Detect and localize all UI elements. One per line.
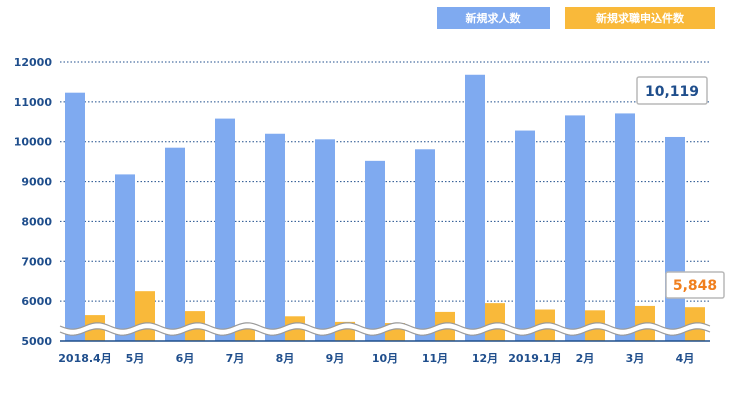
y-tick-label: 7000: [21, 255, 52, 268]
callout-applications-value: 5,848: [673, 278, 717, 294]
axis-break-line: [59, 322, 711, 330]
bar-new-openings: [365, 160, 385, 341]
x-tick-label: 12月: [472, 352, 498, 365]
y-tick-label: 8000: [21, 215, 52, 228]
bar-new-openings: [265, 133, 285, 341]
axis-break-marks: [59, 322, 711, 336]
callout-applications: 5,848: [665, 271, 725, 299]
x-axis: 2018.4月 5月 6月 7月 8月 9月 10月 11月 12月 2019.1月 2月 3月 4月: [58, 352, 694, 365]
y-tick-label: 9000: [21, 176, 52, 189]
callout-openings-value: 10,119: [645, 84, 699, 100]
bar-new-openings: [565, 115, 585, 341]
legend-label-new-applications: 新規求職申込件数: [596, 11, 685, 25]
legend-label-new-openings: 新規求人数: [466, 11, 522, 25]
bar-new-openings: [215, 118, 235, 342]
bar-new-applications: [485, 303, 505, 341]
callout-applications-box: [665, 271, 725, 299]
bars: [65, 74, 705, 342]
y-tick-label: 5000: [21, 335, 52, 348]
x-tick-label: 11月: [422, 352, 448, 365]
x-tick-label: 4月: [676, 352, 695, 365]
legend-swatch-new-applications: [565, 7, 715, 29]
x-tick-label: 10月: [372, 352, 398, 365]
x-tick-label: 8月: [276, 352, 295, 365]
x-tick-label: 2019.1月: [508, 352, 561, 365]
bar-new-applications: [135, 291, 155, 341]
y-tick-label: 10000: [14, 136, 53, 149]
axis-break-line: [59, 328, 711, 336]
callout-openings: 10,119: [636, 76, 708, 105]
bar-new-openings: [315, 139, 335, 341]
x-tick-label: 3月: [626, 352, 645, 365]
x-tick-label: 7月: [226, 352, 245, 365]
axis-break-band: [60, 322, 710, 336]
y-tick-label: 12000: [14, 56, 53, 69]
x-tick-label: 5月: [126, 352, 145, 365]
legend-swatch-new-openings: [437, 7, 550, 29]
bar-new-openings: [415, 149, 435, 341]
y-tick-label: 6000: [21, 295, 52, 308]
legend: 新規求人数 新規求職申込件数: [437, 7, 715, 29]
bar-new-openings: [165, 147, 185, 341]
y-axis: 5000 6000 7000 8000 9000 10000 11000 12000: [14, 56, 53, 348]
bar-new-openings: [665, 136, 685, 341]
x-tick-label: 2018.4月: [58, 352, 111, 365]
bar-new-openings: [515, 130, 535, 341]
callout-openings-box: [636, 76, 708, 105]
x-tick-label: 2月: [576, 352, 595, 365]
bar-new-openings: [115, 174, 135, 341]
y-tick-label: 11000: [14, 96, 53, 109]
bar-new-openings: [65, 92, 85, 341]
x-tick-label: 9月: [326, 352, 345, 365]
bar-new-openings: [465, 74, 485, 342]
bar-new-openings: [615, 113, 635, 341]
x-tick-label: 6月: [176, 352, 195, 365]
